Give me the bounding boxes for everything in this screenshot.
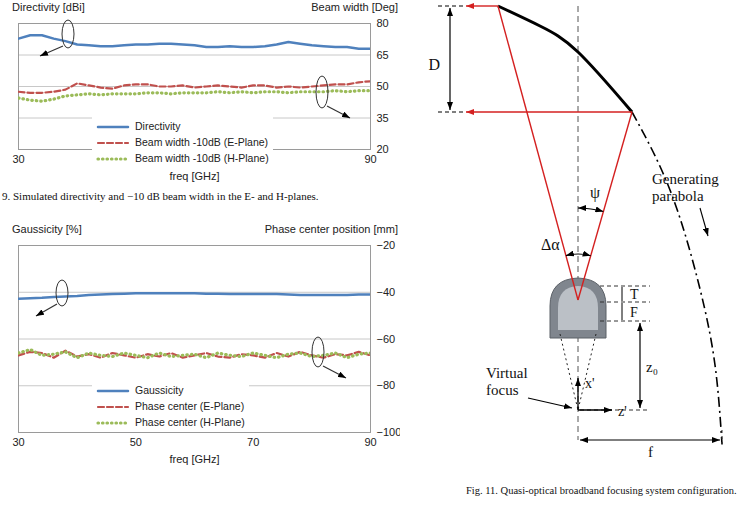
svg-text:ψ: ψ xyxy=(590,184,600,202)
svg-text:70: 70 xyxy=(247,436,259,448)
svg-text:F: F xyxy=(630,305,638,320)
html-text:9. Simulated directivity and −: 9. Simulated directivity and −10 dB beam… xyxy=(2,190,319,202)
svg-text:Δα: Δα xyxy=(541,236,560,253)
svg-text:parabola: parabola xyxy=(652,188,704,204)
svg-text:focus: focus xyxy=(486,382,519,398)
svg-text:90: 90 xyxy=(364,436,376,448)
html-text:Directivity [dBi]: Directivity [dBi] xyxy=(12,1,85,13)
html-text:Directivity: Directivity xyxy=(135,120,181,132)
svg-text:T: T xyxy=(630,287,639,302)
svg-text:x': x' xyxy=(585,376,595,391)
svg-text:−40: −40 xyxy=(377,286,396,298)
svg-text:−20: −20 xyxy=(377,239,396,251)
html-text:Beam width -10dB (E-Plane): Beam width -10dB (E-Plane) xyxy=(135,136,269,148)
svg-text:65: 65 xyxy=(377,49,389,61)
html-text:Gaussicity: Gaussicity xyxy=(135,384,184,396)
svg-text:−100: −100 xyxy=(377,426,401,438)
svg-text:30: 30 xyxy=(12,153,24,165)
html-text:Phase center (E-Plane): Phase center (E-Plane) xyxy=(135,400,245,412)
html-text:Beam width -10dB (H-Plane): Beam width -10dB (H-Plane) xyxy=(135,152,269,164)
svg-text:50: 50 xyxy=(130,436,142,448)
svg-text:z₀: z₀ xyxy=(646,359,658,375)
svg-text:z': z' xyxy=(618,404,627,419)
svg-text:Fig. 11. Quasi-optical broadba: Fig. 11. Quasi-optical broadband focusin… xyxy=(466,485,737,496)
svg-text:Generating: Generating xyxy=(652,171,719,187)
svg-text:30: 30 xyxy=(12,436,24,448)
svg-text:freq [GHz]: freq [GHz] xyxy=(169,170,219,182)
svg-text:Virtual: Virtual xyxy=(486,365,528,381)
html-text:Gaussicity [%]: Gaussicity [%] xyxy=(12,223,82,235)
html-text:Phase center (H-Plane): Phase center (H-Plane) xyxy=(135,416,245,428)
svg-text:35: 35 xyxy=(377,112,389,124)
html-text:Phase center position [mm]: Phase center position [mm] xyxy=(264,223,398,235)
svg-text:f: f xyxy=(648,444,653,460)
svg-text:−60: −60 xyxy=(377,333,396,345)
svg-text:50: 50 xyxy=(377,80,389,92)
html-text:Beam width [Deg]: Beam width [Deg] xyxy=(311,1,398,13)
svg-text:D: D xyxy=(428,56,440,73)
svg-text:−80: −80 xyxy=(377,379,396,391)
svg-text:freq [GHz]: freq [GHz] xyxy=(169,453,219,465)
svg-text:80: 80 xyxy=(377,17,389,29)
svg-text:90: 90 xyxy=(364,153,376,165)
svg-text:20: 20 xyxy=(377,143,389,155)
